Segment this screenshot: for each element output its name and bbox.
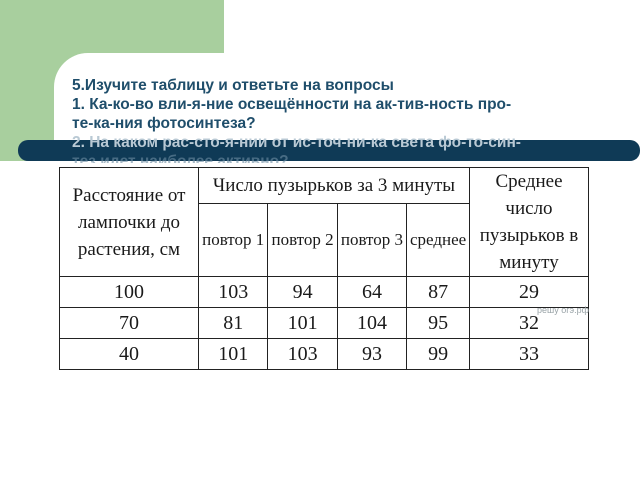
- cell-repeat-1: 103: [197, 276, 269, 308]
- cell-repeat-3: 93: [336, 338, 408, 370]
- experiment-table: Расстояние от лампочки до растения, см Ч…: [59, 167, 589, 370]
- question-2-line-2: тез идет наиболее активно?: [72, 153, 289, 163]
- cell-distance: 40: [59, 338, 199, 370]
- table-row: 70 81 101 104 95 32: [59, 307, 589, 339]
- subheader-repeat-3: повтор 3: [336, 202, 408, 278]
- header-distance: Расстояние от лампочки до растения, см: [59, 167, 199, 277]
- cell-repeat-2: 94: [267, 276, 338, 308]
- task-title: 5.Изучите таблицу и ответьте на вопросы: [72, 77, 394, 94]
- cell-distance: 100: [59, 276, 199, 308]
- cell-average: 99: [406, 338, 470, 370]
- cell-per-minute: 32: [469, 307, 589, 339]
- subheader-repeat-1: повтор 1: [197, 202, 269, 278]
- watermark: решу огэ.рф: [537, 305, 590, 315]
- header-bubbles-3min: Число пузырьков за 3 минуты: [198, 167, 470, 204]
- cell-repeat-2: 103: [267, 338, 338, 370]
- cell-repeat-3: 64: [336, 276, 408, 308]
- subheader-repeat-2: повтор 2: [267, 202, 338, 278]
- cell-average: 95: [406, 307, 470, 339]
- question-2-line-1: 2. На каком рас-сто-я-нии от ис-точ-ни-к…: [72, 134, 521, 151]
- question-block: 5.Изучите таблицу и ответьте на вопросы …: [72, 76, 632, 152]
- question-1-line-1: 1. Ка-ко-во вли-я-ние освещённости на ак…: [72, 96, 512, 113]
- dark-decor-bar: [18, 140, 640, 161]
- cell-per-minute: 29: [469, 276, 589, 308]
- table-row: 40 101 103 93 99 33: [59, 338, 589, 370]
- question-1-line-2: те-ка-ния фотосинтеза?: [72, 115, 256, 132]
- table-row: 100 103 94 64 87 29: [59, 276, 589, 308]
- cell-per-minute: 33: [469, 338, 589, 370]
- cell-repeat-1: 81: [197, 307, 269, 339]
- cell-repeat-1: 101: [197, 338, 269, 370]
- cell-distance: 70: [59, 307, 199, 339]
- cell-repeat-2: 101: [267, 307, 338, 339]
- subheader-average: среднее: [406, 202, 470, 278]
- cell-average: 87: [406, 276, 470, 308]
- cell-repeat-3: 104: [336, 307, 408, 339]
- header-average-per-minute: Среднее число пузырьков в минуту: [469, 167, 589, 277]
